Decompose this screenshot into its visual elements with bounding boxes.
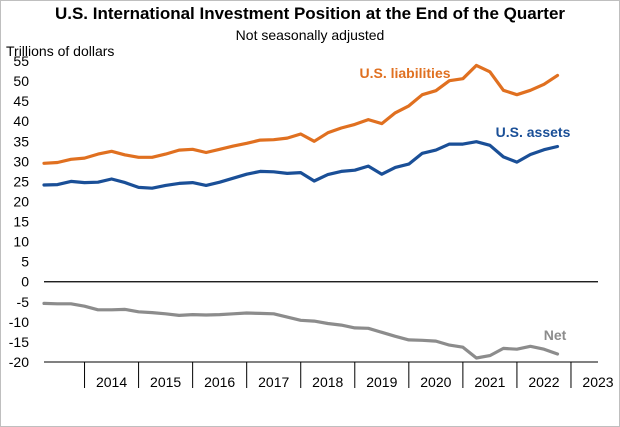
- x-tick-label: 2014: [96, 374, 127, 390]
- axes-layer: -20 -15 -10 -5 0 5 10 15 20 25 30 35 40 45 50 55 2014 201…: [9, 53, 614, 390]
- annotation-layer: U.S. liabilities U.S. assets Net: [359, 65, 570, 343]
- y-tick-label: 45: [13, 93, 29, 109]
- y-tick-label: 15: [13, 214, 29, 230]
- y-tick-label: -5: [17, 294, 30, 310]
- y-tick-label: -20: [9, 354, 29, 370]
- y-tick-label: 20: [13, 193, 29, 209]
- x-tick-label: 2023: [582, 374, 613, 390]
- y-tick-label: -15: [9, 334, 29, 350]
- y-tick-label: 50: [13, 73, 29, 89]
- series-label: U.S. liabilities: [359, 65, 450, 81]
- y-tick-label: 30: [13, 153, 29, 169]
- y-tick-label: 10: [13, 234, 29, 250]
- series-layer: [42, 63, 560, 360]
- x-tick-label: 2017: [258, 374, 289, 390]
- x-tick-label: 2016: [204, 374, 235, 390]
- x-tick-label: 2018: [312, 374, 343, 390]
- series-line-net: [42, 301, 560, 360]
- series-line-u-s-liabilities: [42, 63, 560, 165]
- chart-title: U.S. International Investment Position a…: [54, 4, 566, 23]
- series-line-u-s-assets: [42, 140, 560, 190]
- series-label: Net: [544, 327, 567, 343]
- y-tick-label: 5: [21, 254, 29, 270]
- x-tick-label: 2019: [366, 374, 397, 390]
- y-tick-label: -10: [9, 314, 29, 330]
- y-tick-label: 0: [21, 274, 29, 290]
- y-tick-label: 55: [13, 53, 29, 69]
- y-tick-label: 35: [13, 133, 29, 149]
- y-tick-label: 40: [13, 113, 29, 129]
- y-tick-label: 25: [13, 173, 29, 189]
- x-tick-label: 2021: [474, 374, 505, 390]
- x-tick-label: 2020: [420, 374, 451, 390]
- x-tick-label: 2022: [528, 374, 559, 390]
- x-tick-label: 2015: [150, 374, 181, 390]
- y-axis-label: Trillions of dollars: [6, 43, 115, 59]
- chart-subtitle: Not seasonally adjusted: [235, 27, 385, 43]
- series-label: U.S. assets: [496, 124, 571, 140]
